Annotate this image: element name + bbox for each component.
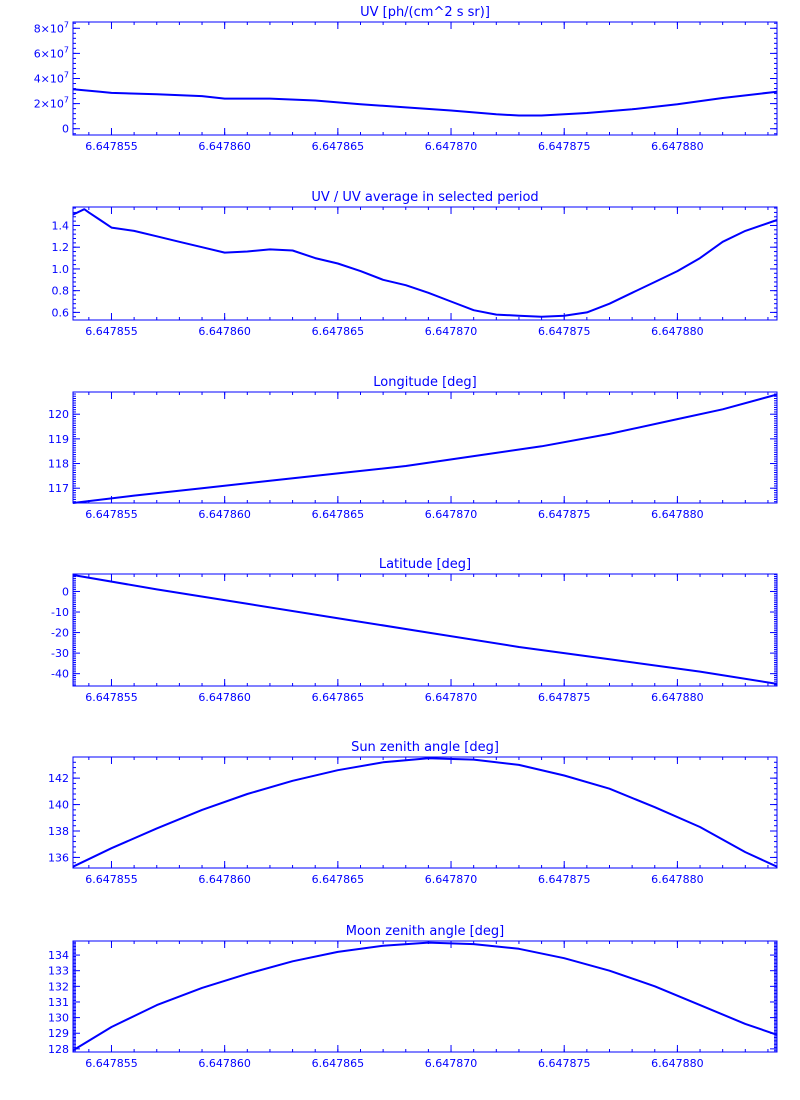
x-tick-label: 6.647870: [425, 508, 478, 521]
plot-frame: [72, 573, 778, 687]
panel-6: Moon zenith angle [deg] 6.647855 6.647860 6…: [48, 924, 778, 1070]
x-tick-label: 6.647860: [198, 691, 251, 704]
x-tick-label: 6.647870: [425, 325, 478, 338]
panel-title: Latitude [deg]: [379, 557, 471, 572]
panel-title: Longitude [deg]: [373, 375, 476, 390]
x-tick-label: 6.647870: [425, 1057, 478, 1070]
plot-frame: [72, 391, 778, 504]
y-tick-label: 6×107: [34, 45, 69, 60]
x-tick-label: 6.647880: [651, 140, 704, 153]
panel-2: UV / UV average in selected period 6.6478…: [52, 190, 778, 338]
y-tick-label: 136: [48, 851, 69, 864]
panel-5: Sun zenith angle [deg] 6.647855 6.647860 6.…: [48, 740, 778, 886]
series-line: [72, 941, 778, 1052]
series-line: [72, 574, 778, 685]
y-tick-label: 1.4: [52, 219, 70, 232]
x-tick-label: 6.647860: [198, 508, 251, 521]
y-tick-label: 140: [48, 799, 69, 812]
x-tick-label: 6.647865: [312, 325, 365, 338]
x-tick-label: 6.647855: [85, 140, 138, 153]
plot-frame: [72, 206, 778, 321]
x-tick-label: 6.647855: [85, 873, 138, 886]
y-tick-label: -10: [51, 606, 69, 619]
panel-1: UV [ph/(cm^2 s sr)] 6.647855 6.647860 6.647…: [34, 5, 778, 153]
y-tick-label: 0.8: [52, 285, 70, 298]
series-line: [72, 208, 778, 318]
x-tick-label: 6.647880: [651, 325, 704, 338]
y-tick-label: 130: [48, 1012, 69, 1025]
x-tick-label: 6.647865: [312, 508, 365, 521]
panel-title: Moon zenith angle [deg]: [346, 924, 504, 939]
y-tick-label: -20: [51, 627, 69, 640]
y-tick-label: 117: [48, 482, 69, 495]
x-tick-label: 6.647860: [198, 325, 251, 338]
x-tick-label: 6.647865: [312, 140, 365, 153]
y-tick-label: 8×107: [34, 20, 69, 35]
x-tick-label: 6.647860: [198, 873, 251, 886]
y-tick-label: 142: [48, 772, 69, 785]
x-tick-label: 6.647860: [198, 140, 251, 153]
panel-3: Longitude [deg] 6.647855 6.647860 6.647865 6…: [48, 375, 778, 521]
x-tick-label: 6.647865: [312, 873, 365, 886]
y-tick-label: 138: [48, 825, 69, 838]
x-tick-label: 6.647855: [85, 325, 138, 338]
y-tick-label: -40: [51, 668, 69, 681]
x-tick-label: 6.647860: [198, 1057, 251, 1070]
y-tick-label: 118: [48, 458, 69, 471]
y-tick-label: 133: [48, 965, 69, 978]
x-tick-label: 6.647880: [651, 873, 704, 886]
x-tick-label: 6.647880: [651, 1057, 704, 1070]
x-tick-label: 6.647880: [651, 691, 704, 704]
y-tick-label: 0: [62, 585, 69, 598]
y-tick-label: 131: [48, 996, 69, 1009]
y-tick-label: 128: [48, 1043, 69, 1056]
y-tick-label: 119: [48, 433, 69, 446]
x-tick-label: 6.647880: [651, 508, 704, 521]
x-tick-label: 6.647865: [312, 1057, 365, 1070]
panel-title: UV [ph/(cm^2 s sr)]: [360, 5, 490, 20]
y-tick-label: 129: [48, 1027, 69, 1040]
x-tick-label: 6.647875: [538, 325, 591, 338]
x-tick-label: 6.647870: [425, 140, 478, 153]
y-tick-label: 2×107: [34, 96, 69, 111]
x-tick-label: 6.647875: [538, 140, 591, 153]
y-tick-label: -30: [51, 647, 69, 660]
y-tick-label: 120: [48, 408, 69, 421]
x-tick-label: 6.647870: [425, 691, 478, 704]
x-tick-label: 6.647865: [312, 691, 365, 704]
x-tick-label: 6.647875: [538, 1057, 591, 1070]
series-line: [72, 757, 778, 868]
y-tick-label: 1.2: [52, 241, 70, 254]
y-tick-label: 0.6: [52, 306, 70, 319]
y-tick-label: 134: [48, 949, 69, 962]
x-tick-label: 6.647875: [538, 873, 591, 886]
panel-title: UV / UV average in selected period: [311, 190, 538, 205]
series-line: [72, 393, 778, 504]
plot-frame: [72, 756, 778, 869]
y-tick-label: 0: [62, 123, 69, 136]
x-tick-label: 6.647855: [85, 1057, 138, 1070]
series-line: [72, 88, 778, 117]
y-tick-label: 132: [48, 980, 69, 993]
plot-frame: [72, 21, 778, 136]
x-tick-label: 6.647855: [85, 691, 138, 704]
panel-4: Latitude [deg] 6.647855 6.647860 6.647865 6.…: [51, 557, 778, 704]
x-tick-label: 6.647875: [538, 691, 591, 704]
y-tick-label: 1.0: [52, 263, 70, 276]
x-tick-label: 6.647855: [85, 508, 138, 521]
y-tick-label: 4×107: [34, 71, 69, 86]
panel-title: Sun zenith angle [deg]: [351, 740, 499, 755]
x-tick-label: 6.647870: [425, 873, 478, 886]
x-tick-label: 6.647875: [538, 508, 591, 521]
